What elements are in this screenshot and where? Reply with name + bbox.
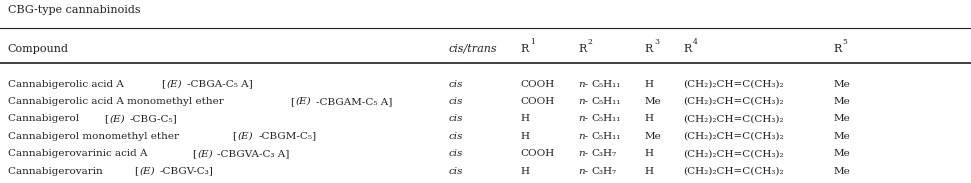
Text: [: [ — [161, 80, 166, 89]
Text: (CH₂)₂CH=C(CH₃)₂: (CH₂)₂CH=C(CH₃)₂ — [684, 80, 785, 89]
Text: Cannabigerovarinic acid A: Cannabigerovarinic acid A — [8, 149, 151, 158]
Text: (E): (E) — [167, 80, 183, 89]
Text: R: R — [520, 44, 528, 54]
Text: (CH₂)₂CH=C(CH₃)₂: (CH₂)₂CH=C(CH₃)₂ — [684, 114, 785, 123]
Text: n-: n- — [579, 80, 588, 89]
Text: [: [ — [290, 97, 294, 106]
Text: 4: 4 — [692, 38, 698, 46]
Text: -CBGA-C₅ A]: -CBGA-C₅ A] — [187, 80, 252, 89]
Text: H: H — [645, 167, 653, 175]
Text: -CBG-C₅]: -CBG-C₅] — [129, 114, 177, 123]
Text: Cannabigerolic acid A: Cannabigerolic acid A — [8, 80, 127, 89]
Text: H: H — [645, 80, 653, 89]
Text: [: [ — [233, 132, 237, 141]
Text: (E): (E) — [197, 149, 213, 158]
Text: Me: Me — [833, 80, 850, 89]
Text: Cannabigerol: Cannabigerol — [8, 114, 83, 123]
Text: Me: Me — [645, 97, 661, 106]
Text: Me: Me — [833, 114, 850, 123]
Text: 2: 2 — [588, 38, 593, 46]
Text: Me: Me — [833, 132, 850, 141]
Text: [: [ — [104, 114, 108, 123]
Text: cis: cis — [449, 149, 463, 158]
Text: cis: cis — [449, 132, 463, 141]
Text: C₅H₁₁: C₅H₁₁ — [591, 114, 621, 123]
Text: 5: 5 — [843, 38, 848, 46]
Text: R: R — [579, 44, 586, 54]
Text: (CH₂)₂CH=C(CH₃)₂: (CH₂)₂CH=C(CH₃)₂ — [684, 149, 785, 158]
Text: cis: cis — [449, 97, 463, 106]
Text: C₅H₁₁: C₅H₁₁ — [591, 80, 621, 89]
Text: (CH₂)₂CH=C(CH₃)₂: (CH₂)₂CH=C(CH₃)₂ — [684, 167, 785, 175]
Text: n-: n- — [579, 167, 588, 175]
Text: Me: Me — [833, 149, 850, 158]
Text: Me: Me — [833, 97, 850, 106]
Text: Me: Me — [833, 167, 850, 175]
Text: n-: n- — [579, 149, 588, 158]
Text: cis: cis — [449, 80, 463, 89]
Text: 1: 1 — [530, 38, 535, 46]
Text: C₅H₁₁: C₅H₁₁ — [591, 97, 621, 106]
Text: H: H — [520, 114, 529, 123]
Text: C₃H₇: C₃H₇ — [591, 149, 617, 158]
Text: COOH: COOH — [520, 80, 554, 89]
Text: CBG-type cannabinoids: CBG-type cannabinoids — [8, 5, 141, 16]
Text: C₃H₇: C₃H₇ — [591, 167, 617, 175]
Text: [: [ — [192, 149, 196, 158]
Text: n-: n- — [579, 97, 588, 106]
Text: Cannabigerolic acid A monomethyl ether: Cannabigerolic acid A monomethyl ether — [8, 97, 227, 106]
Text: (CH₂)₂CH=C(CH₃)₂: (CH₂)₂CH=C(CH₃)₂ — [684, 97, 785, 106]
Text: 3: 3 — [654, 38, 659, 46]
Text: H: H — [645, 149, 653, 158]
Text: H: H — [520, 167, 529, 175]
Text: (CH₂)₂CH=C(CH₃)₂: (CH₂)₂CH=C(CH₃)₂ — [684, 132, 785, 141]
Text: n-: n- — [579, 132, 588, 141]
Text: H: H — [520, 132, 529, 141]
Text: cis/trans: cis/trans — [449, 44, 497, 54]
Text: Me: Me — [645, 132, 661, 141]
Text: R: R — [684, 44, 691, 54]
Text: (E): (E) — [109, 114, 124, 123]
Text: -CBGM-C₅]: -CBGM-C₅] — [258, 132, 317, 141]
Text: Compound: Compound — [8, 44, 69, 54]
Text: -CBGVA-C₃ A]: -CBGVA-C₃ A] — [218, 149, 289, 158]
Text: (E): (E) — [238, 132, 253, 141]
Text: cis: cis — [449, 167, 463, 175]
Text: R: R — [645, 44, 653, 54]
Text: Cannabigerovarin: Cannabigerovarin — [8, 167, 106, 175]
Text: C₅H₁₁: C₅H₁₁ — [591, 132, 621, 141]
Text: cis: cis — [449, 114, 463, 123]
Text: R: R — [833, 44, 841, 54]
Text: COOH: COOH — [520, 97, 554, 106]
Text: Cannabigerol monomethyl ether: Cannabigerol monomethyl ether — [8, 132, 182, 141]
Text: -CBGV-C₃]: -CBGV-C₃] — [159, 167, 214, 175]
Text: H: H — [645, 114, 653, 123]
Text: (E): (E) — [140, 167, 155, 175]
Text: -CBGAM-C₅ A]: -CBGAM-C₅ A] — [316, 97, 392, 106]
Text: (E): (E) — [296, 97, 312, 106]
Text: n-: n- — [579, 114, 588, 123]
Text: [: [ — [134, 167, 138, 175]
Text: COOH: COOH — [520, 149, 554, 158]
